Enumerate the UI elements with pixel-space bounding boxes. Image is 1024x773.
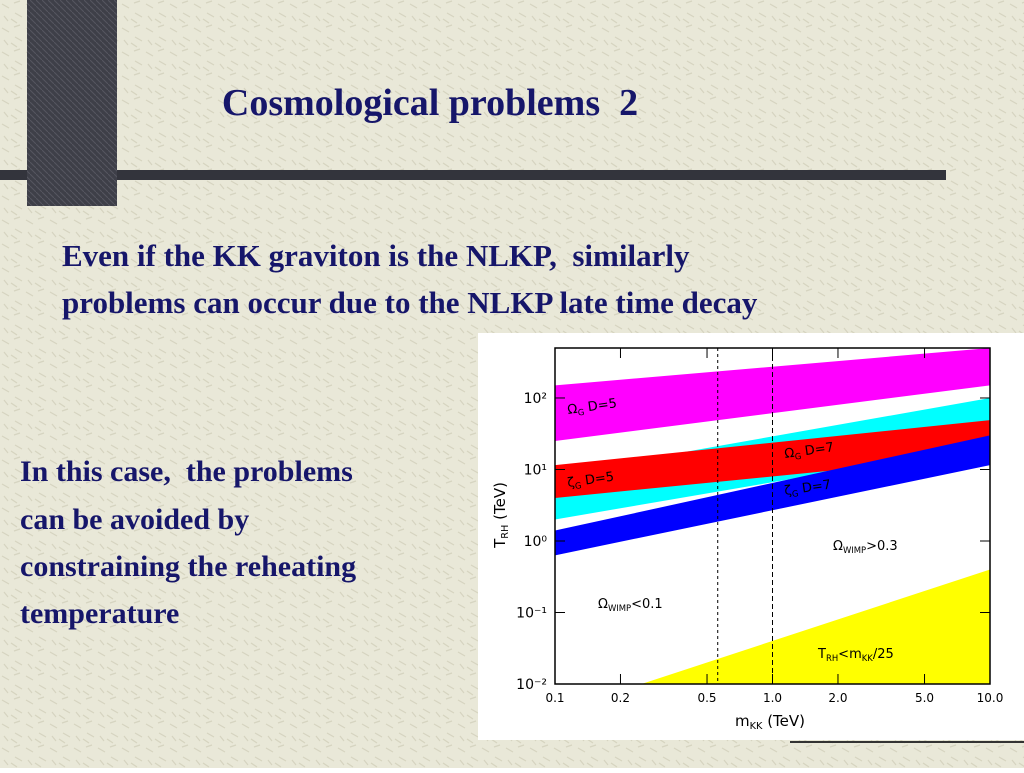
label-part: WIMP	[608, 603, 631, 613]
y-tick-label: 10²	[524, 391, 547, 407]
intro-line: Even if the KK graviton is the NLKP, sim…	[62, 238, 690, 273]
x-tick-label: 5.0	[915, 691, 934, 705]
band	[641, 569, 990, 684]
x-tick-label: 2.0	[828, 691, 847, 705]
annotation: TRH<mKK/25	[817, 647, 894, 663]
label-part: (TeV)	[491, 482, 509, 525]
label-part: D=5	[583, 396, 618, 415]
annotation: ζG D=7	[783, 478, 832, 500]
label-part: T	[491, 538, 509, 549]
x-tick-label: 0.1	[545, 691, 564, 705]
annotation: ΩG D=5	[566, 396, 618, 419]
label-part: T	[817, 647, 826, 662]
label-part: KK	[862, 653, 874, 663]
label-part: <0.1	[631, 597, 663, 612]
note-line: In this case, the problems	[20, 455, 353, 488]
label-part: G	[794, 451, 802, 462]
annotation: ΩWIMP>0.3	[833, 539, 898, 555]
rule	[0, 170, 946, 180]
label-part: RH	[826, 653, 838, 663]
label-part: /25	[873, 647, 894, 662]
label-part: WIMP	[843, 545, 866, 555]
label-part: D=7	[800, 440, 835, 459]
label-part: >0.3	[866, 539, 898, 554]
band	[555, 420, 990, 498]
label-part: (TeV)	[762, 712, 805, 730]
x-tick-label: 0.5	[697, 691, 716, 705]
label-part: G	[574, 480, 582, 491]
label-part: ζ	[566, 475, 575, 491]
x-tick-label: 10.0	[977, 691, 1004, 705]
label-part: m	[735, 712, 750, 730]
y-tick-label: 10⁻²	[516, 677, 547, 693]
band	[555, 348, 990, 442]
title: Cosmological problems 2	[222, 82, 638, 124]
label-part: <m	[838, 647, 862, 662]
intro-line: problems can occur due to the NLKP late …	[62, 285, 758, 320]
y-tick-label: 10⁻¹	[516, 605, 547, 621]
annotation: ζG D=5	[566, 470, 615, 492]
label-part: ζ	[783, 483, 792, 499]
label-part: Ω	[833, 539, 843, 554]
label-part: D=5	[580, 470, 615, 489]
y-axis-label: TRH (TeV)	[491, 482, 511, 549]
y-tick-label: 10¹	[524, 462, 547, 478]
label-part: RH	[500, 525, 511, 539]
label-part: Ω	[598, 597, 608, 612]
note-line: temperature	[20, 597, 179, 630]
x-tick-label: 0.2	[611, 691, 630, 705]
y-tick-label: 10⁰	[524, 534, 548, 550]
label-part: D=7	[797, 478, 832, 497]
label-part: Ω	[783, 446, 795, 462]
x-tick-label: 1.0	[763, 691, 782, 705]
accent-block	[27, 0, 117, 206]
note-line: can be avoided by	[20, 503, 249, 536]
annotation: ΩWIMP<0.1	[598, 597, 663, 613]
label-part: G	[577, 407, 585, 418]
note-line: constraining the reheating	[20, 550, 356, 583]
label-part: Ω	[566, 402, 578, 418]
label-part: G	[791, 488, 799, 499]
x-axis-label: mKK (TeV)	[735, 712, 805, 732]
annotation: ΩG D=7	[783, 440, 835, 463]
label-part: KK	[750, 721, 763, 732]
plot: 0.1 0.2 0.5 1.0 2.0 5.0 10.0 10⁻² 10⁻¹ 10⁰ 10¹ 10² m…	[491, 347, 1004, 732]
